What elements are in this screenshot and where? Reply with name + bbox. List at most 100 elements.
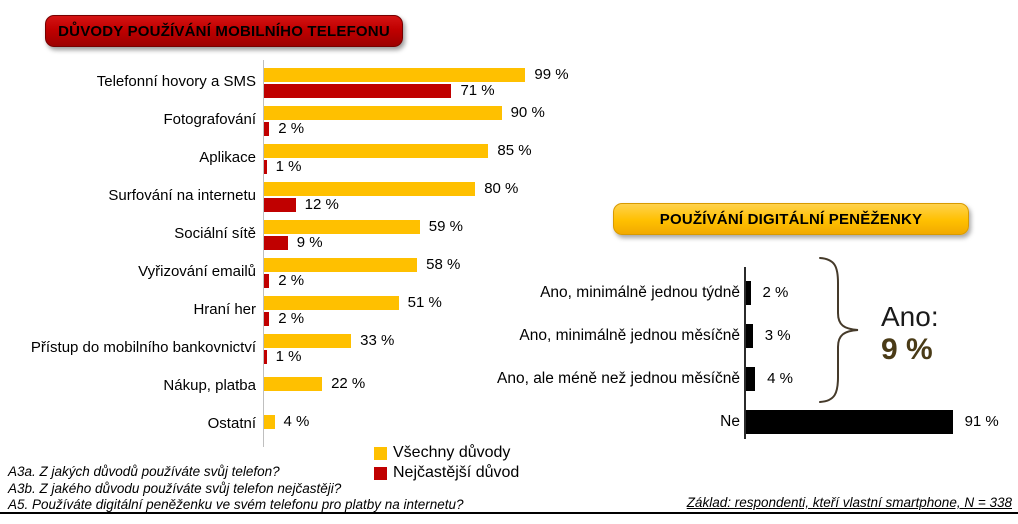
value-label: 1 % bbox=[275, 158, 302, 175]
value-label: 59 % bbox=[428, 218, 463, 235]
chart-row: Fotografování 90 % 2 % bbox=[0, 100, 640, 138]
value-label: 33 % bbox=[360, 332, 395, 349]
bar-line: 22 % bbox=[264, 375, 640, 392]
legend-label-all-reasons: Všechny důvody bbox=[393, 444, 511, 461]
left-chart-title: DŮVODY POUŽÍVÁNÍ MOBILNÍHO TELEFONU bbox=[58, 22, 390, 40]
bar-group: 4 % bbox=[746, 366, 793, 391]
annotation-yes-label: Ano: bbox=[881, 301, 939, 332]
bar-all-reasons bbox=[264, 182, 476, 196]
bar-group: 85 % 1 % bbox=[264, 138, 640, 176]
footnote-a3a: A3a. Z jakých důvodů používáte svůj tele… bbox=[8, 464, 280, 479]
chart-row: Ano, ale méně než jednou měsíčně 4 % bbox=[497, 357, 1010, 400]
chart-row: Nákup, platba 22 % bbox=[0, 366, 640, 404]
left-chart-rows: Telefonní hovory a SMS 99 % 71 % Fotografov… bbox=[0, 62, 640, 442]
value-label: 99 % bbox=[534, 66, 569, 83]
bar-most-frequent bbox=[264, 84, 452, 98]
brace-bracket bbox=[819, 257, 859, 403]
bar-wallet bbox=[746, 409, 953, 434]
value-label: 22 % bbox=[331, 375, 366, 392]
value-label: 2 % bbox=[278, 272, 305, 289]
bar-wallet bbox=[746, 323, 753, 348]
value-label: 51 % bbox=[407, 294, 442, 311]
bar-line: 9 % bbox=[264, 235, 640, 250]
chart-row: Telefonní hovory a SMS 99 % 71 % bbox=[0, 62, 640, 100]
bar-all-reasons bbox=[264, 106, 502, 120]
bar-line: 58 % bbox=[264, 256, 640, 273]
bar-all-reasons bbox=[264, 258, 418, 272]
footnote-a3b: A3b. Z jakého důvodu používáte svůj tele… bbox=[8, 480, 342, 496]
bar-all-reasons bbox=[264, 377, 323, 391]
category-label: Ne bbox=[720, 412, 740, 430]
bar-group: 99 % 71 % bbox=[264, 62, 640, 100]
legend-item-all-reasons: Všechny důvody bbox=[374, 443, 519, 463]
left-chart-title-box: DŮVODY POUŽÍVÁNÍ MOBILNÍHO TELEFONU bbox=[45, 15, 403, 47]
bar-line: 2 % bbox=[264, 310, 640, 327]
bar-line: 2 % bbox=[264, 120, 640, 137]
bar-group: 2 % bbox=[746, 280, 788, 305]
value-label: 85 % bbox=[497, 142, 532, 159]
bar-all-reasons bbox=[264, 68, 526, 82]
bar-line: 4 % bbox=[264, 413, 640, 430]
category-label: Surfování na internetu bbox=[108, 186, 256, 204]
value-label: 2 % bbox=[278, 310, 305, 327]
right-chart-rows: Ano, minimálně jednou týdně 2 % Ano, minim… bbox=[497, 271, 1010, 443]
category-label: Telefonní hovory a SMS bbox=[96, 72, 256, 90]
bar-line: 51 % bbox=[264, 294, 640, 311]
category-label: Ano, minimálně jednou měsíčně bbox=[519, 326, 740, 344]
bar-all-reasons bbox=[264, 415, 275, 429]
footnotes: A3a. Z jakých důvodů používáte svůj tele… bbox=[8, 464, 464, 514]
value-label: 71 % bbox=[460, 82, 495, 99]
bar-wallet bbox=[746, 366, 756, 391]
chart-row: Sociální sítě 59 % 9 % bbox=[0, 214, 640, 252]
bottom-rule bbox=[0, 512, 1018, 514]
bar-line: 2 % bbox=[264, 272, 640, 289]
bar-group: 33 % 1 % bbox=[264, 328, 640, 366]
chart-row: Přístup do mobilního bankovnictví 33 % 1 % bbox=[0, 328, 640, 366]
legend-swatch-red bbox=[374, 466, 387, 480]
legend-item-most-frequent: Nejčastější důvod bbox=[374, 463, 519, 483]
category-label: Ano, ale méně než jednou měsíčně bbox=[497, 369, 740, 387]
category-label: Vyřizování emailů bbox=[138, 262, 256, 280]
bar-line: 59 % bbox=[264, 218, 640, 235]
bar-line: 1 % bbox=[264, 348, 640, 365]
bar-wallet bbox=[746, 280, 751, 305]
bar-all-reasons bbox=[264, 296, 399, 310]
annotation-yes-value: 9 % bbox=[881, 333, 933, 366]
bar-most-frequent bbox=[264, 236, 288, 250]
value-label: 91 % bbox=[964, 413, 999, 430]
category-label: Ostatní bbox=[207, 414, 256, 432]
bar-all-reasons bbox=[264, 334, 352, 348]
bar-all-reasons bbox=[264, 144, 489, 158]
category-label: Sociální sítě bbox=[174, 224, 256, 242]
bar-line: 1 % bbox=[264, 158, 640, 175]
bar-line: 85 % bbox=[264, 142, 640, 159]
value-label: 1 % bbox=[275, 348, 302, 365]
category-label: Hraní her bbox=[193, 300, 256, 318]
category-label: Nákup, platba bbox=[163, 376, 256, 394]
bar-group: 58 % 2 % bbox=[264, 252, 640, 290]
value-label: 2 % bbox=[278, 120, 305, 137]
footnote-a5: A5. Používáte digitální peněženku ve své… bbox=[8, 497, 464, 512]
bar-line: 80 % bbox=[264, 181, 640, 196]
value-label: 58 % bbox=[426, 256, 461, 273]
value-label: 4 % bbox=[767, 370, 793, 387]
bar-line: 99 % bbox=[264, 66, 640, 83]
bar-group: 4 % bbox=[264, 404, 640, 442]
bar-line: 90 % bbox=[264, 105, 640, 120]
value-label: 4 % bbox=[283, 413, 310, 430]
chart-row: Ano, minimálně jednou měsíčně 3 % bbox=[500, 314, 1010, 357]
value-label: 12 % bbox=[304, 196, 339, 213]
bar-most-frequent bbox=[264, 312, 270, 326]
category-label: Fotografování bbox=[163, 110, 256, 128]
bar-most-frequent bbox=[264, 274, 270, 288]
chart-row: Ne 91 % bbox=[500, 400, 1010, 443]
bar-line: 12 % bbox=[264, 196, 640, 213]
base-note: Základ: respondenti, kteří vlastní smart… bbox=[686, 495, 1012, 510]
chart-row: Ostatní 4 % bbox=[0, 404, 640, 442]
bar-group: 59 % 9 % bbox=[264, 214, 640, 252]
left-chart-legend: Všechny důvody Nejčastější důvod bbox=[374, 443, 519, 483]
bar-group: 90 % 2 % bbox=[264, 100, 640, 138]
bar-group: 51 % 2 % bbox=[264, 290, 640, 328]
bar-group: 80 % 12 % bbox=[264, 176, 640, 214]
